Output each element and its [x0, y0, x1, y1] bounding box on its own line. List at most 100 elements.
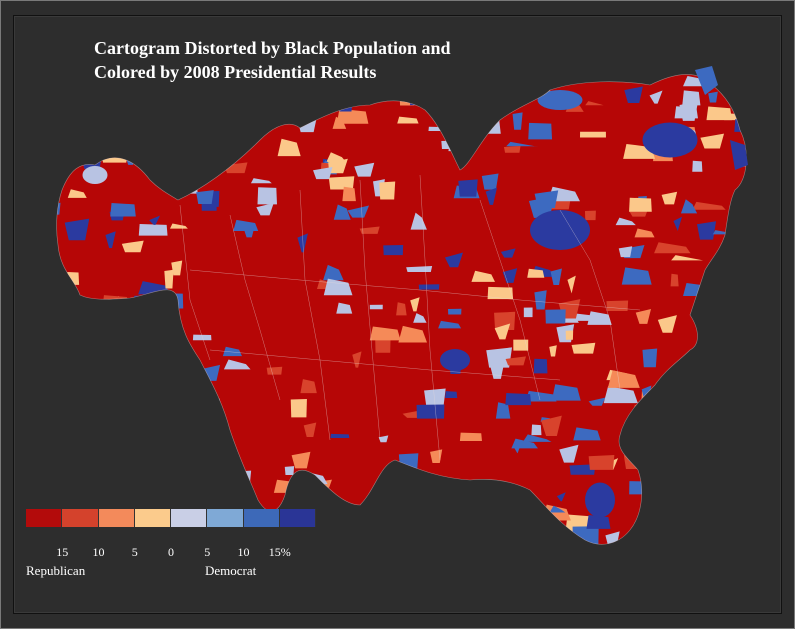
county-patch	[621, 267, 652, 285]
county-patch	[549, 505, 566, 513]
county-patch	[506, 141, 539, 147]
county-patch	[359, 226, 380, 234]
county-patch	[332, 116, 347, 129]
county-patch	[444, 252, 464, 268]
county-patch	[379, 181, 396, 200]
county-patch	[178, 410, 197, 428]
county-patch	[584, 210, 596, 221]
county-patch	[724, 288, 743, 307]
coast-fragment	[730, 140, 748, 170]
county-patch	[618, 246, 633, 258]
county-patch	[692, 201, 726, 210]
county-patch	[67, 189, 87, 198]
county-patch	[127, 453, 143, 465]
county-patch	[679, 101, 698, 121]
county-patch	[720, 294, 740, 305]
county-patch	[724, 113, 740, 121]
county-patch	[168, 179, 198, 194]
county-patch	[284, 466, 295, 476]
county-patch	[348, 514, 360, 526]
county-patch	[525, 390, 557, 402]
county-patch	[730, 236, 747, 254]
county-patch	[158, 133, 182, 143]
legend-swatch-1	[62, 509, 99, 527]
county-patch	[171, 121, 180, 137]
county-patch	[696, 221, 717, 240]
county-patch	[155, 293, 184, 309]
county-patch	[169, 363, 195, 377]
county-patch	[549, 345, 557, 357]
legend-tick-5: 10	[237, 545, 250, 559]
county-patch	[266, 366, 283, 375]
legend-swatch-2	[98, 509, 135, 527]
legend-swatch-6	[243, 509, 280, 527]
county-patch	[698, 415, 721, 427]
county-patch	[222, 346, 243, 357]
county-patch	[697, 305, 709, 322]
county-patch	[64, 218, 90, 241]
county-patch	[740, 356, 747, 364]
county-patch	[486, 347, 513, 368]
county-patch	[692, 160, 703, 172]
county-patch	[188, 479, 215, 494]
county-patch	[723, 402, 747, 413]
county-patch	[653, 395, 678, 405]
county-patch	[573, 427, 601, 441]
county-patch	[354, 162, 375, 177]
county-patch	[572, 526, 599, 545]
county-patch	[657, 315, 677, 333]
county-patch	[545, 309, 566, 324]
county-patch	[642, 348, 658, 368]
county-patch	[256, 203, 274, 216]
county-patch	[692, 395, 720, 413]
county-patch	[291, 451, 311, 469]
county-patch	[697, 544, 728, 545]
county-patch	[105, 231, 116, 248]
county-patch	[88, 354, 123, 372]
county-patch	[352, 351, 362, 368]
county-patch	[500, 494, 523, 505]
county-patch	[720, 485, 733, 497]
county-patch	[104, 441, 128, 447]
county-patch	[56, 315, 69, 325]
legend-swatch-4	[171, 509, 208, 527]
county-patch	[300, 379, 317, 394]
county-patch	[699, 433, 723, 455]
county-patches	[56, 74, 747, 545]
county-patch	[236, 88, 265, 95]
county-patch	[655, 454, 675, 466]
county-patch	[313, 167, 333, 180]
county-patch	[445, 391, 458, 399]
county-patch	[336, 302, 353, 314]
county-patch	[588, 454, 615, 470]
title-line-2: Colored by 2008 Presidential Results	[94, 62, 377, 82]
county-patch	[418, 284, 440, 290]
county-patch	[127, 454, 144, 467]
county-patch	[545, 74, 560, 81]
county-patch	[337, 537, 345, 545]
county-patch	[397, 116, 419, 124]
county-patch	[134, 295, 148, 313]
county-patch	[605, 531, 620, 545]
county-patch	[244, 228, 255, 238]
county-patch	[369, 304, 383, 310]
county-patch	[629, 481, 645, 495]
county-patch	[56, 128, 62, 142]
county-patch	[688, 468, 701, 484]
legend-tick-4: 5	[204, 545, 211, 559]
county-patch	[653, 501, 670, 517]
county-patch	[587, 311, 612, 325]
county-patch	[487, 286, 514, 300]
county-patch	[257, 187, 277, 205]
county-patch	[688, 505, 716, 515]
county-patch	[72, 138, 101, 146]
county-patch	[109, 366, 136, 390]
county-patch	[110, 203, 136, 217]
county-patch	[369, 326, 401, 341]
county-patch	[153, 87, 182, 97]
county-patch	[126, 140, 149, 158]
county-patch	[410, 297, 420, 312]
legend-tick-3: 0	[168, 545, 174, 559]
county-patch	[615, 217, 636, 226]
county-patch	[184, 128, 206, 137]
